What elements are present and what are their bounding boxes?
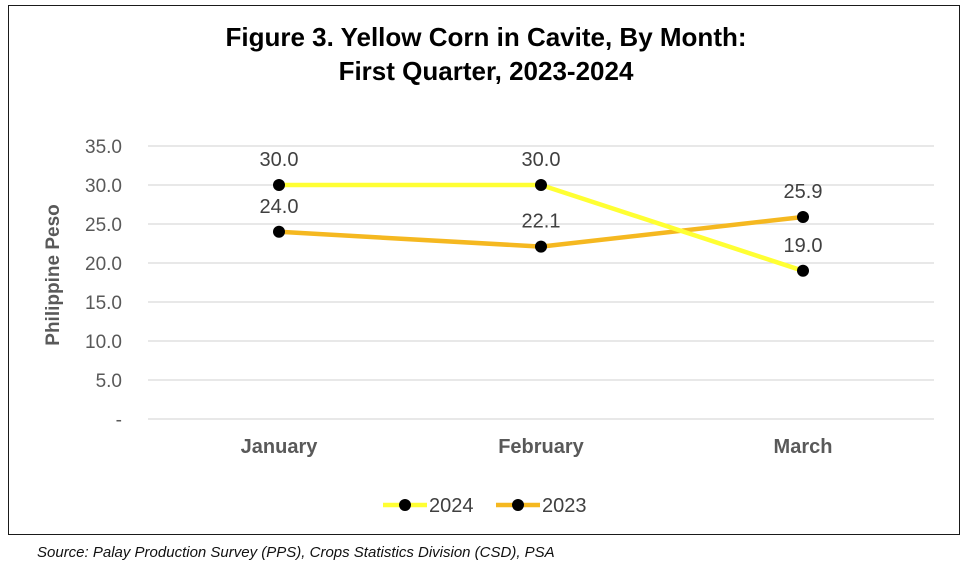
source-note: Source: Palay Production Survey (PPS), C… [37, 544, 555, 561]
data-point-2023 [797, 210, 809, 223]
y-tick-label: 20.0 [85, 254, 122, 275]
data-label-2023: 22.1 [522, 211, 561, 233]
data-label-2023: 25.9 [784, 181, 823, 203]
data-point-2024 [273, 179, 285, 191]
data-point-2023 [535, 240, 547, 253]
x-tick-label: January [241, 436, 319, 458]
x-tick-label: March [774, 436, 833, 458]
data-label-2023: 24.0 [260, 196, 299, 218]
chart-frame [8, 5, 960, 535]
data-point-2024 [535, 179, 547, 191]
x-axis-ticks: January February March [241, 436, 833, 458]
series-markers [273, 179, 809, 277]
data-label-2024: 19.0 [784, 235, 823, 257]
y-tick-label: 5.0 [96, 371, 122, 392]
y-tick-label: 25.0 [85, 215, 122, 236]
chart-title-line-1: Figure 3. Yellow Corn in Cavite, By Mont… [225, 22, 746, 52]
y-axis-ticks: 35.0 30.0 25.0 20.0 15.0 10.0 5.0 - [85, 137, 122, 431]
x-tick-label: February [498, 436, 584, 458]
gridlines [148, 145, 934, 420]
legend-marker-2023 [512, 499, 524, 511]
y-tick-label: - [116, 410, 122, 431]
y-tick-label: 10.0 [85, 332, 122, 353]
data-labels: 30.0 30.0 19.0 24.0 22.1 25.9 [260, 149, 823, 257]
legend-label-2023: 2023 [542, 495, 587, 517]
y-tick-label: 35.0 [85, 137, 122, 158]
y-tick-label: 30.0 [85, 176, 122, 197]
data-point-2024 [797, 264, 809, 277]
legend-label-2024: 2024 [429, 495, 474, 517]
data-label-2024: 30.0 [522, 149, 561, 171]
legend-marker-2024 [399, 499, 411, 511]
data-point-2023 [273, 225, 285, 238]
y-tick-label: 15.0 [85, 293, 122, 314]
chart-title-line-2: First Quarter, 2023-2024 [339, 56, 634, 86]
legend: 2024 2023 [383, 495, 587, 517]
y-axis-label: Philippine Peso [43, 204, 64, 345]
data-label-2024: 30.0 [260, 149, 299, 171]
